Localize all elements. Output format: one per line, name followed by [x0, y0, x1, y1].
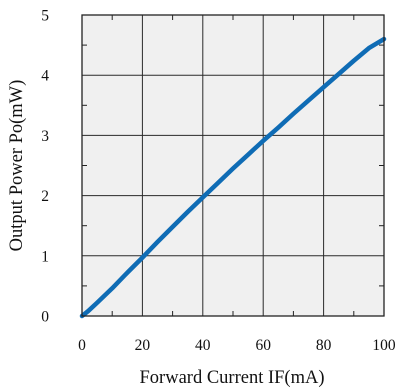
grid: [82, 15, 384, 316]
series-line: [79, 36, 387, 319]
x-tick-label: 80: [316, 337, 332, 354]
plot-frame: [81, 14, 385, 317]
y-tick-label: 0: [41, 309, 49, 326]
y-tick-labels: 0 1 2 3 4 5: [41, 8, 49, 326]
x-tick-label: 60: [255, 337, 271, 354]
minor-ticks: [82, 15, 384, 316]
x-tick-label: 0: [78, 337, 86, 354]
y-tick-label: 4: [41, 68, 49, 85]
y-tick-label: 1: [41, 248, 49, 265]
y-tick-label: 2: [41, 188, 49, 205]
x-tick-label: 20: [135, 337, 151, 354]
x-tick-labels: 0 20 40 60 80 100: [78, 337, 396, 354]
y-axis-title: Output Power Po(mW): [7, 80, 27, 252]
x-axis-title: Forward Current IF(mA): [140, 368, 325, 388]
y-tick-label: 5: [41, 8, 49, 25]
x-tick-label: 40: [195, 337, 211, 354]
x-tick-label: 100: [372, 337, 396, 354]
y-tick-label: 3: [41, 128, 49, 145]
